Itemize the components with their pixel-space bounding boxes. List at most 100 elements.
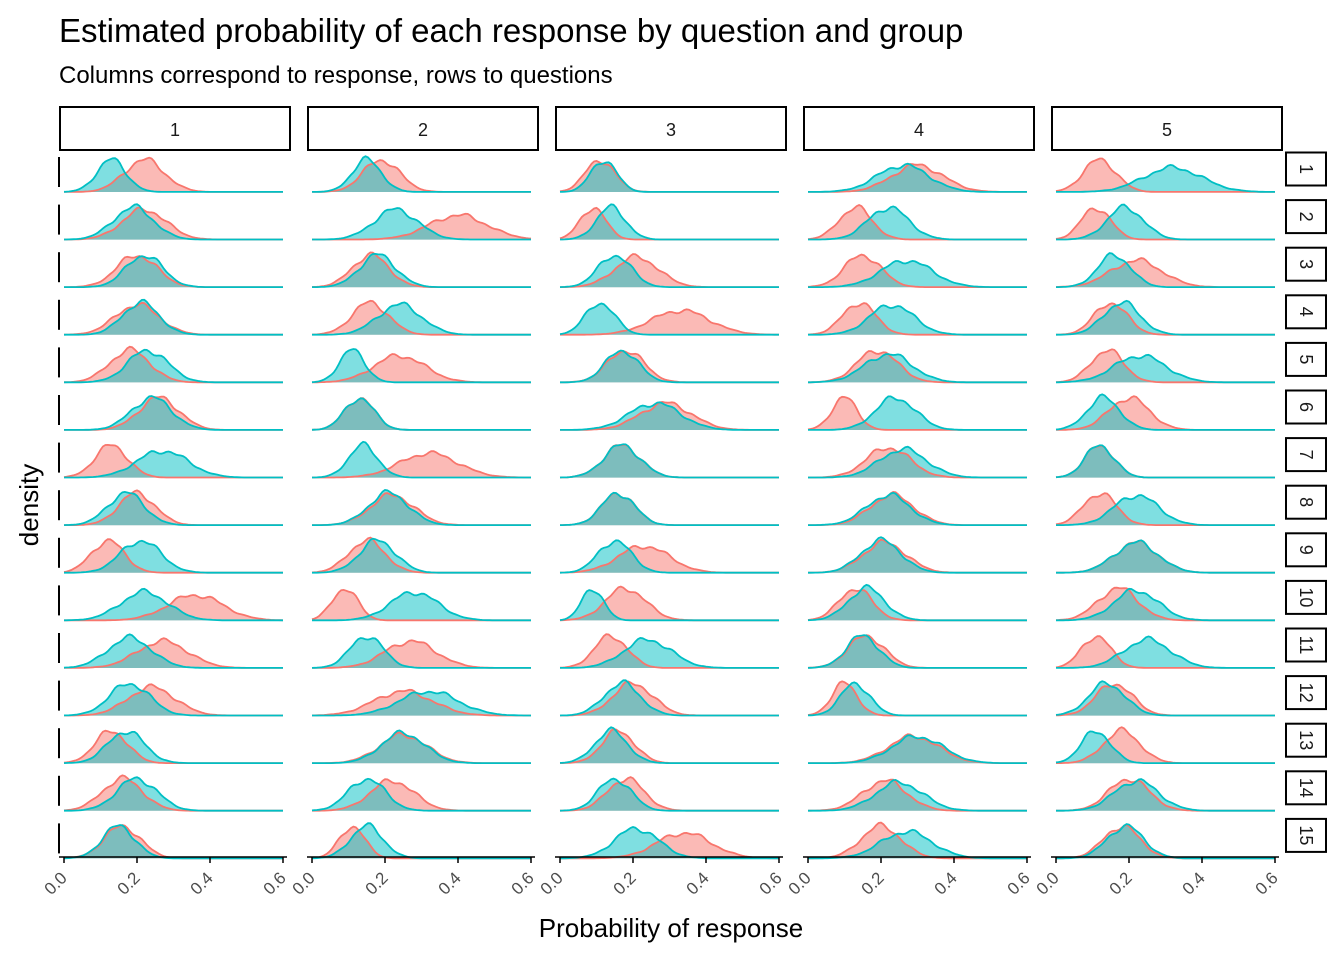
panel-q7-r1 — [58, 442, 283, 479]
x-tick-label: 0.0 — [41, 868, 71, 898]
panel-q4-r4 — [807, 302, 1027, 336]
density-area-group-b — [64, 540, 283, 573]
density-area-group-b — [560, 255, 779, 288]
panel-q2-r4 — [807, 204, 1027, 241]
panel-q11-r4 — [807, 634, 1027, 669]
column-strip-box — [307, 106, 539, 151]
column-strip-label: 2 — [418, 120, 428, 140]
density-line-group-b — [808, 395, 1027, 431]
x-tick-label: 0.4 — [931, 868, 961, 898]
density-area-group-a — [560, 309, 779, 335]
row-strip-box — [1285, 294, 1327, 330]
density-area-group-b — [808, 829, 1027, 859]
density-line-group-b — [1056, 163, 1275, 193]
panel-q4-r2 — [311, 299, 531, 336]
density-line-group-b — [808, 734, 1027, 764]
density-area-group-b — [64, 731, 283, 764]
density-line-group-b — [807, 583, 1027, 622]
panel-q6-r3 — [560, 400, 779, 431]
density-area-group-b — [64, 158, 283, 192]
density-line-group-b — [559, 539, 779, 574]
panel-q3-r1 — [58, 252, 283, 288]
density-area-group-a — [312, 589, 531, 621]
column-strip-box — [803, 106, 1035, 151]
panel-q15-r1 — [58, 823, 283, 860]
density-line-group-b — [312, 301, 531, 336]
panel-q2-r5 — [1055, 203, 1275, 241]
column-strip-2: 2 — [307, 106, 539, 151]
x-tick-label: 0.2 — [858, 868, 888, 898]
row-strip-label: 1 — [1296, 164, 1316, 174]
panel-q13-r5 — [1055, 726, 1275, 764]
panel-q13-r3 — [559, 726, 779, 764]
x-axes: 0.0 0.2 0.4 0.60.0 0.2 0.4 0.60.0 0.2 0.4 0.60.0 0… — [41, 856, 1282, 899]
x-axis-5: 0.0 0.2 0.4 0.6 — [1033, 856, 1282, 899]
panel-q14-r3 — [559, 776, 779, 812]
panel-q5-r1 — [58, 345, 283, 384]
row-strip-box — [1285, 532, 1327, 568]
column-strip-3: 3 — [555, 106, 787, 151]
x-tick-label: 0.2 — [610, 868, 640, 898]
density-area-group-b — [64, 299, 283, 335]
density-area-group-b — [64, 204, 283, 240]
density-line-group-b — [64, 450, 283, 479]
density-area-group-b — [312, 349, 531, 383]
density-area-group-b — [64, 825, 283, 859]
density-line-group-b — [1056, 203, 1275, 241]
panel-q15-r5 — [1056, 823, 1275, 860]
x-axis-1: 0.0 0.2 0.4 0.6 — [41, 856, 290, 899]
facet-grid — [58, 155, 1275, 860]
row-strip-label: 8 — [1296, 497, 1316, 507]
row-strip-3: 3 — [1285, 246, 1327, 282]
density-line-group-b — [559, 679, 779, 717]
panel-q3-r4 — [807, 253, 1027, 288]
density-line-group-b — [311, 348, 531, 384]
row-strip-box — [1285, 817, 1327, 853]
panel-q13-r2 — [312, 729, 531, 764]
panel-q3-r3 — [559, 253, 779, 288]
x-tick-label: 0.2 — [1106, 868, 1136, 898]
panel-q1-r3 — [559, 159, 779, 193]
density-line-group-b — [807, 634, 1027, 669]
panel-q8-r4 — [808, 490, 1027, 526]
panel-q6-r2 — [311, 397, 531, 431]
x-tick-label: 0.4 — [435, 868, 465, 898]
row-strip-box — [1285, 579, 1327, 615]
density-line-group-b — [808, 778, 1027, 812]
column-strip-label: 4 — [914, 120, 924, 140]
panel-q8-r1 — [58, 489, 283, 526]
row-strip-11: 11 — [1285, 627, 1327, 663]
panel-q15-r4 — [808, 821, 1027, 860]
x-tick-label: 0.6 — [1252, 868, 1282, 898]
panel-q14-r2 — [311, 777, 531, 812]
row-strip-13: 13 — [1285, 722, 1327, 758]
panel-q15-r2 — [311, 822, 531, 860]
density-line-group-b — [560, 401, 779, 431]
row-strip-14: 14 — [1285, 770, 1327, 806]
density-area-group-b — [808, 396, 1027, 430]
panel-q4-r3 — [559, 302, 779, 336]
panel-q2-r1 — [58, 203, 283, 241]
x-tick-label: 0.4 — [187, 868, 217, 898]
panel-q10-r5 — [1055, 586, 1275, 622]
row-strip-5: 5 — [1285, 341, 1327, 377]
density-area-group-b — [64, 349, 283, 383]
row-strip-label: 2 — [1296, 212, 1316, 222]
density-line-group-a — [560, 308, 779, 336]
panel-q11-r2 — [311, 637, 531, 669]
density-area-group-b — [312, 441, 531, 478]
row-strip-12: 12 — [1285, 675, 1327, 711]
panel-q11-r1 — [58, 633, 283, 669]
panel-q6-r5 — [1055, 393, 1275, 431]
density-line-group-b — [808, 445, 1027, 479]
row-strip-label: 7 — [1296, 450, 1316, 460]
x-tick-label: 0.2 — [362, 868, 392, 898]
panel-q7-r4 — [808, 445, 1027, 479]
panel-q1-r5 — [1055, 157, 1275, 193]
density-area-group-b — [312, 253, 531, 288]
row-strip-box — [1285, 199, 1327, 235]
x-tick-label: 0.6 — [1004, 868, 1034, 898]
density-area-group-b — [808, 492, 1027, 526]
row-strip-6: 6 — [1285, 389, 1327, 425]
